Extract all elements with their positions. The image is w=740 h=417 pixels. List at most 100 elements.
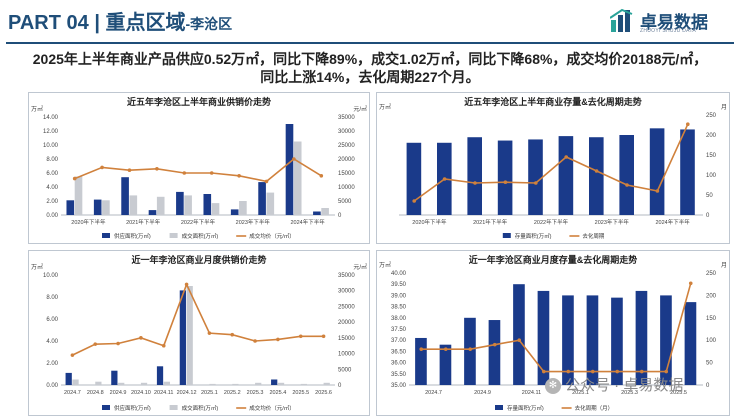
line-point <box>127 168 132 172</box>
right-axis-unit: 月 <box>721 262 727 269</box>
right-tick-label: 5000 <box>338 199 352 205</box>
bar-primary <box>528 139 543 215</box>
bar-primary <box>176 191 184 215</box>
line-point <box>625 183 629 187</box>
x-tick-label: 2025.6 <box>315 390 332 396</box>
x-tick-label: 2022年下半年 <box>534 218 569 226</box>
right-axis-unit: 月 <box>721 104 727 111</box>
bar-primary <box>680 129 695 215</box>
line-point <box>492 342 497 347</box>
x-tick-label: 2025.1 <box>201 390 218 396</box>
legend-bar-swatch <box>102 405 110 410</box>
left-tick-label: 8.00 <box>46 295 58 301</box>
bar-secondary <box>266 192 275 215</box>
bar-primary <box>93 199 102 215</box>
line-point <box>72 176 77 181</box>
right-tick-label: 25000 <box>338 304 355 310</box>
x-tick-label: 2025.5 <box>670 390 687 396</box>
chart-panel-stock-monthly: 近一年李沧区商业月度存量&去化周期走势 万㎡ 月 35.00 35.50 36.00 36.… <box>376 250 730 416</box>
line-point <box>184 282 189 287</box>
bar-primary <box>488 320 501 385</box>
line-point <box>253 339 257 343</box>
line-point <box>664 369 669 374</box>
bar-secondary <box>184 195 192 215</box>
legend-label: 去化周期 <box>582 232 605 240</box>
header-divider <box>6 42 734 44</box>
x-tick-label: 2025.1 <box>572 390 589 396</box>
line-point <box>419 347 424 351</box>
x-tick-label: 2025.4 <box>270 390 287 396</box>
line-point <box>412 199 416 203</box>
line-point <box>473 181 477 185</box>
right-tick-label: 100 <box>706 173 717 179</box>
right-tick-label: 15000 <box>338 336 355 342</box>
x-tick-label: 2025.3 <box>247 390 264 396</box>
bar-primary <box>406 142 422 215</box>
bar-secondary <box>163 381 170 385</box>
right-tick-label: 5000 <box>338 367 352 373</box>
chart-panel-supply-monthly: 近一年李沧区商业月度供销价走势 万㎡ 元/㎡ 0.00 2.00 4.00 6.00 8.00… <box>28 250 370 416</box>
left-tick-label: 14.00 <box>43 115 59 121</box>
line-point <box>93 342 98 346</box>
x-tick-label: 2024.11 <box>522 390 541 396</box>
summary-line-1: 2025年上半年商业产品供应0.52万㎡，同比下降89%，成交1.02万㎡，同比… <box>32 51 708 67</box>
x-tick-label: 2025.3 <box>621 390 638 396</box>
bar-primary <box>230 209 239 215</box>
wechat-icon: ✻ <box>545 378 561 395</box>
x-tick-label: 2024.8 <box>87 390 104 396</box>
left-tick-label: 40.00 <box>391 271 407 277</box>
logo-subtext: ZHUOYI SHUJU DATA <box>640 28 697 34</box>
line-point <box>207 331 212 335</box>
legend-label: 成交均价（元/㎡） <box>249 232 295 240</box>
left-axis-unit: 万㎡ <box>31 263 43 271</box>
bar-primary <box>497 140 513 215</box>
legend-bar-swatch <box>169 233 178 238</box>
legend-label: 成交面积(万㎡) <box>182 404 219 412</box>
page-title: PART 04 | 重点区域-李沧区 <box>8 12 233 34</box>
bar-secondary <box>232 383 239 385</box>
line-point <box>321 334 326 339</box>
x-tick-label: 2024年下半年 <box>655 218 690 226</box>
bar-primary <box>537 290 550 385</box>
left-tick-label: 10.00 <box>43 273 59 279</box>
line-point <box>70 353 75 357</box>
chart-title: 近一年李沧区商业月度存量&去化周期走势 <box>469 254 638 265</box>
chart-title: 近五年李沧区上半年商业存量&去化周期走势 <box>464 96 642 107</box>
logo-mark-icon <box>610 8 633 32</box>
legend-label: 供应面积(万㎡) <box>114 232 151 240</box>
bar-secondary <box>72 379 79 385</box>
right-tick-label: 35000 <box>338 115 355 121</box>
right-tick-label: 200 <box>706 293 717 299</box>
line-point <box>161 343 166 348</box>
line-point <box>292 157 296 161</box>
line-point <box>319 174 324 178</box>
line-point <box>594 169 599 173</box>
line-point <box>686 122 690 126</box>
bar-primary <box>649 128 665 215</box>
legend-label: 存量面积(万㎡) <box>515 232 552 240</box>
chart-panel-stock-5yr: 近五年李沧区上半年商业存量&去化周期走势 万㎡ 月 0 50 100 150 200 250 20… <box>376 92 730 244</box>
bar-secondary <box>95 381 102 385</box>
bar-primary <box>65 372 72 385</box>
bar-primary <box>439 344 452 385</box>
line-point <box>116 341 120 346</box>
x-tick-label: 2024.7 <box>425 390 442 396</box>
right-tick-label: 10000 <box>338 352 355 358</box>
x-tick-label: 2021年下半年 <box>126 218 161 226</box>
bar-primary <box>589 137 604 215</box>
right-tick-label: 15000 <box>338 171 355 177</box>
chart-title: 近一年李沧区商业月度供销价走势 <box>131 254 266 265</box>
left-tick-label: 35.00 <box>391 383 407 389</box>
bar-secondary <box>293 141 302 215</box>
right-tick-label: 50 <box>706 193 713 199</box>
left-tick-label: 35.50 <box>391 372 407 378</box>
legend-label: 供应面积(万㎡) <box>114 404 151 412</box>
x-tick-label: 2023年下半年 <box>595 218 630 226</box>
page-subtitle: -李沧区 <box>185 16 233 32</box>
bar-primary <box>148 210 157 215</box>
bar-secondary <box>140 382 148 385</box>
left-tick-label: 6.00 <box>46 171 58 177</box>
bar-primary <box>271 379 278 385</box>
bar-secondary <box>102 200 110 215</box>
bar-primary <box>611 297 623 385</box>
